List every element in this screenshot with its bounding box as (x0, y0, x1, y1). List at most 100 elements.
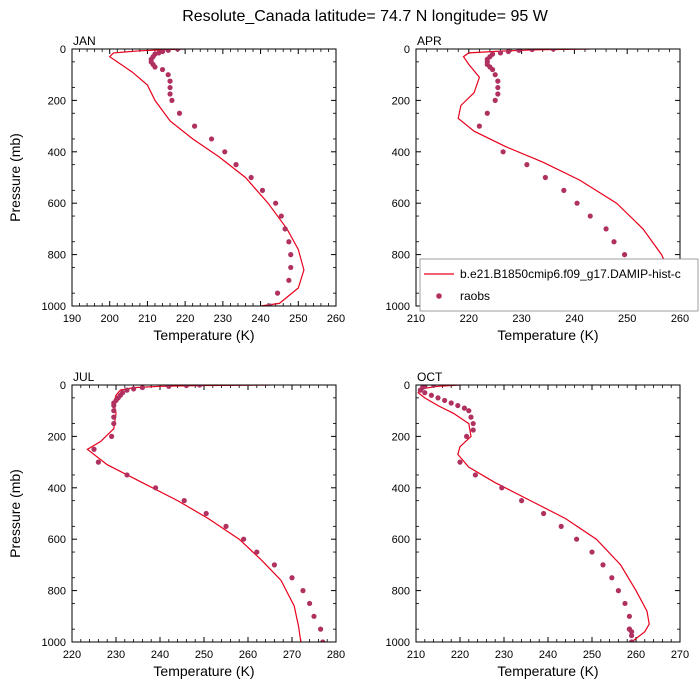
obs-point (461, 405, 467, 411)
y-tick-label: 800 (392, 586, 410, 598)
obs-point (271, 562, 277, 568)
x-tick-label: 250 (618, 313, 636, 325)
obs-point (435, 395, 441, 401)
obs-point (629, 629, 635, 635)
y-axis-label: Pressure (mb) (7, 133, 23, 222)
obs-point (516, 49, 522, 53)
y-tick-label: 0 (404, 380, 410, 392)
obs-point (124, 387, 130, 393)
obs-point (470, 420, 476, 427)
obs-point (111, 402, 117, 409)
y-tick-label: 600 (392, 534, 410, 546)
obs-point (561, 187, 567, 193)
obs-point (267, 303, 273, 306)
x-axis-label: Temperature (K) (497, 327, 598, 343)
x-tick-label: 230 (214, 313, 232, 325)
x-tick-label: 260 (627, 649, 645, 661)
obs-point (241, 536, 247, 542)
panel-label: APR (417, 34, 442, 48)
obs-point (541, 510, 547, 517)
obs-point (282, 226, 288, 232)
y-tick-label: 0 (60, 380, 66, 392)
x-axis-label: Temperature (K) (153, 663, 254, 679)
obs-point (131, 386, 137, 392)
panels: 190 200 210 220 230 240 250 260 0 200 400 600 800 100… (7, 34, 699, 679)
obs-point (286, 277, 292, 283)
obs-point (492, 72, 498, 78)
obs-point (609, 575, 615, 581)
x-tick-label: 200 (101, 313, 119, 325)
obs-point (621, 252, 628, 258)
x-tick-label: 220 (451, 649, 469, 661)
obs-point (248, 174, 254, 181)
obs-point (181, 498, 187, 504)
x-tick-label: 210 (407, 313, 425, 325)
obs-point (152, 64, 158, 70)
obs-point (165, 49, 171, 53)
obs-point (307, 600, 313, 607)
x-tick-label: 190 (63, 313, 81, 325)
y-tick-label: 200 (48, 431, 66, 443)
obs-point (495, 78, 501, 84)
obs-point (492, 97, 498, 103)
y-tick-label: 800 (48, 250, 66, 262)
panel-label: OCT (417, 370, 443, 384)
obs-point (524, 162, 530, 168)
y-tick-label: 0 (60, 44, 66, 56)
obs-point (259, 187, 266, 193)
obs-point (167, 78, 173, 84)
obs-point (574, 536, 580, 542)
obs-point (278, 213, 284, 219)
obs-point (428, 392, 434, 398)
obs-point (431, 385, 437, 388)
plot-frame (71, 48, 337, 307)
obs-point (197, 385, 203, 388)
obs-point (153, 485, 159, 491)
model-profile-line (108, 49, 305, 306)
panel-label: JUL (73, 370, 95, 384)
obs-point (288, 252, 294, 258)
obs-point (455, 402, 461, 409)
y-tick-label: 400 (392, 483, 410, 495)
model-profile-line (86, 385, 302, 642)
obs-point (191, 123, 198, 129)
x-tick-label: 240 (151, 649, 169, 661)
obs-point (289, 575, 295, 581)
obs-point (472, 472, 478, 478)
y-axis-label: Pressure (mb) (7, 469, 23, 558)
obs-point (603, 226, 609, 232)
x-tick-label: 260 (239, 649, 257, 661)
x-tick-label: 280 (327, 649, 345, 661)
y-tick-label: 800 (48, 586, 66, 598)
y-tick-label: 600 (392, 198, 410, 210)
y-tick-label: 200 (392, 95, 410, 107)
obs-point (629, 639, 635, 642)
y-tick-label: 600 (48, 534, 66, 546)
x-tick-label: 250 (289, 313, 307, 325)
obs-point (442, 397, 448, 404)
figure-title: Resolute_Canada latitude= 74.7 N longitu… (182, 8, 548, 25)
obs-point (622, 600, 628, 607)
obs-point (558, 523, 564, 529)
panel-jul: 220 230 240 250 260 270 280 0 200 400 600 800 1000 Te… (7, 370, 345, 679)
obs-point (273, 200, 279, 206)
obs-point (587, 213, 593, 219)
obs-point (167, 84, 173, 91)
obs-points (148, 49, 294, 306)
obs-point (422, 390, 428, 396)
x-tick-label: 250 (195, 649, 213, 661)
obs-point (274, 290, 281, 296)
x-tick-label: 220 (176, 313, 194, 325)
obs-point (223, 523, 229, 529)
obs-point (318, 626, 324, 632)
obs-point (208, 136, 215, 142)
x-tick-label: 220 (63, 649, 81, 661)
obs-point (500, 149, 506, 155)
x-axis-label: Temperature (K) (153, 327, 254, 343)
obs-point (542, 174, 548, 181)
y-tick-label: 200 (392, 431, 410, 443)
obs-point (497, 50, 504, 56)
y-tick-label: 600 (48, 198, 66, 210)
y-tick-label: 400 (392, 147, 410, 159)
